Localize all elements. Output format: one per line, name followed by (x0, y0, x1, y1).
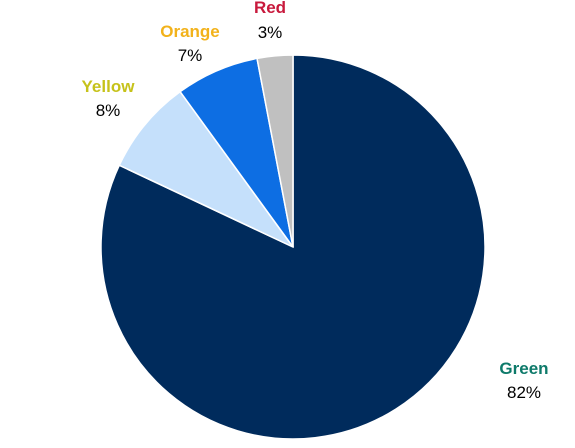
slice-label-green: Green (499, 359, 548, 378)
slice-value-green: 82% (507, 383, 541, 402)
slice-label-red: Red (254, 0, 286, 17)
pie-labels: Green 82% Yellow 8% Orange 7% Red 3% (82, 0, 549, 402)
slice-value-yellow: 8% (96, 101, 121, 120)
slice-label-orange: Orange (160, 22, 220, 41)
pie-slice-red (256, 54, 294, 248)
slice-value-red: 3% (258, 23, 283, 42)
slice-label-yellow: Yellow (82, 77, 136, 96)
pie-slices (100, 54, 486, 440)
slice-value-orange: 7% (178, 46, 203, 65)
pie-slice-yellow (118, 90, 294, 248)
